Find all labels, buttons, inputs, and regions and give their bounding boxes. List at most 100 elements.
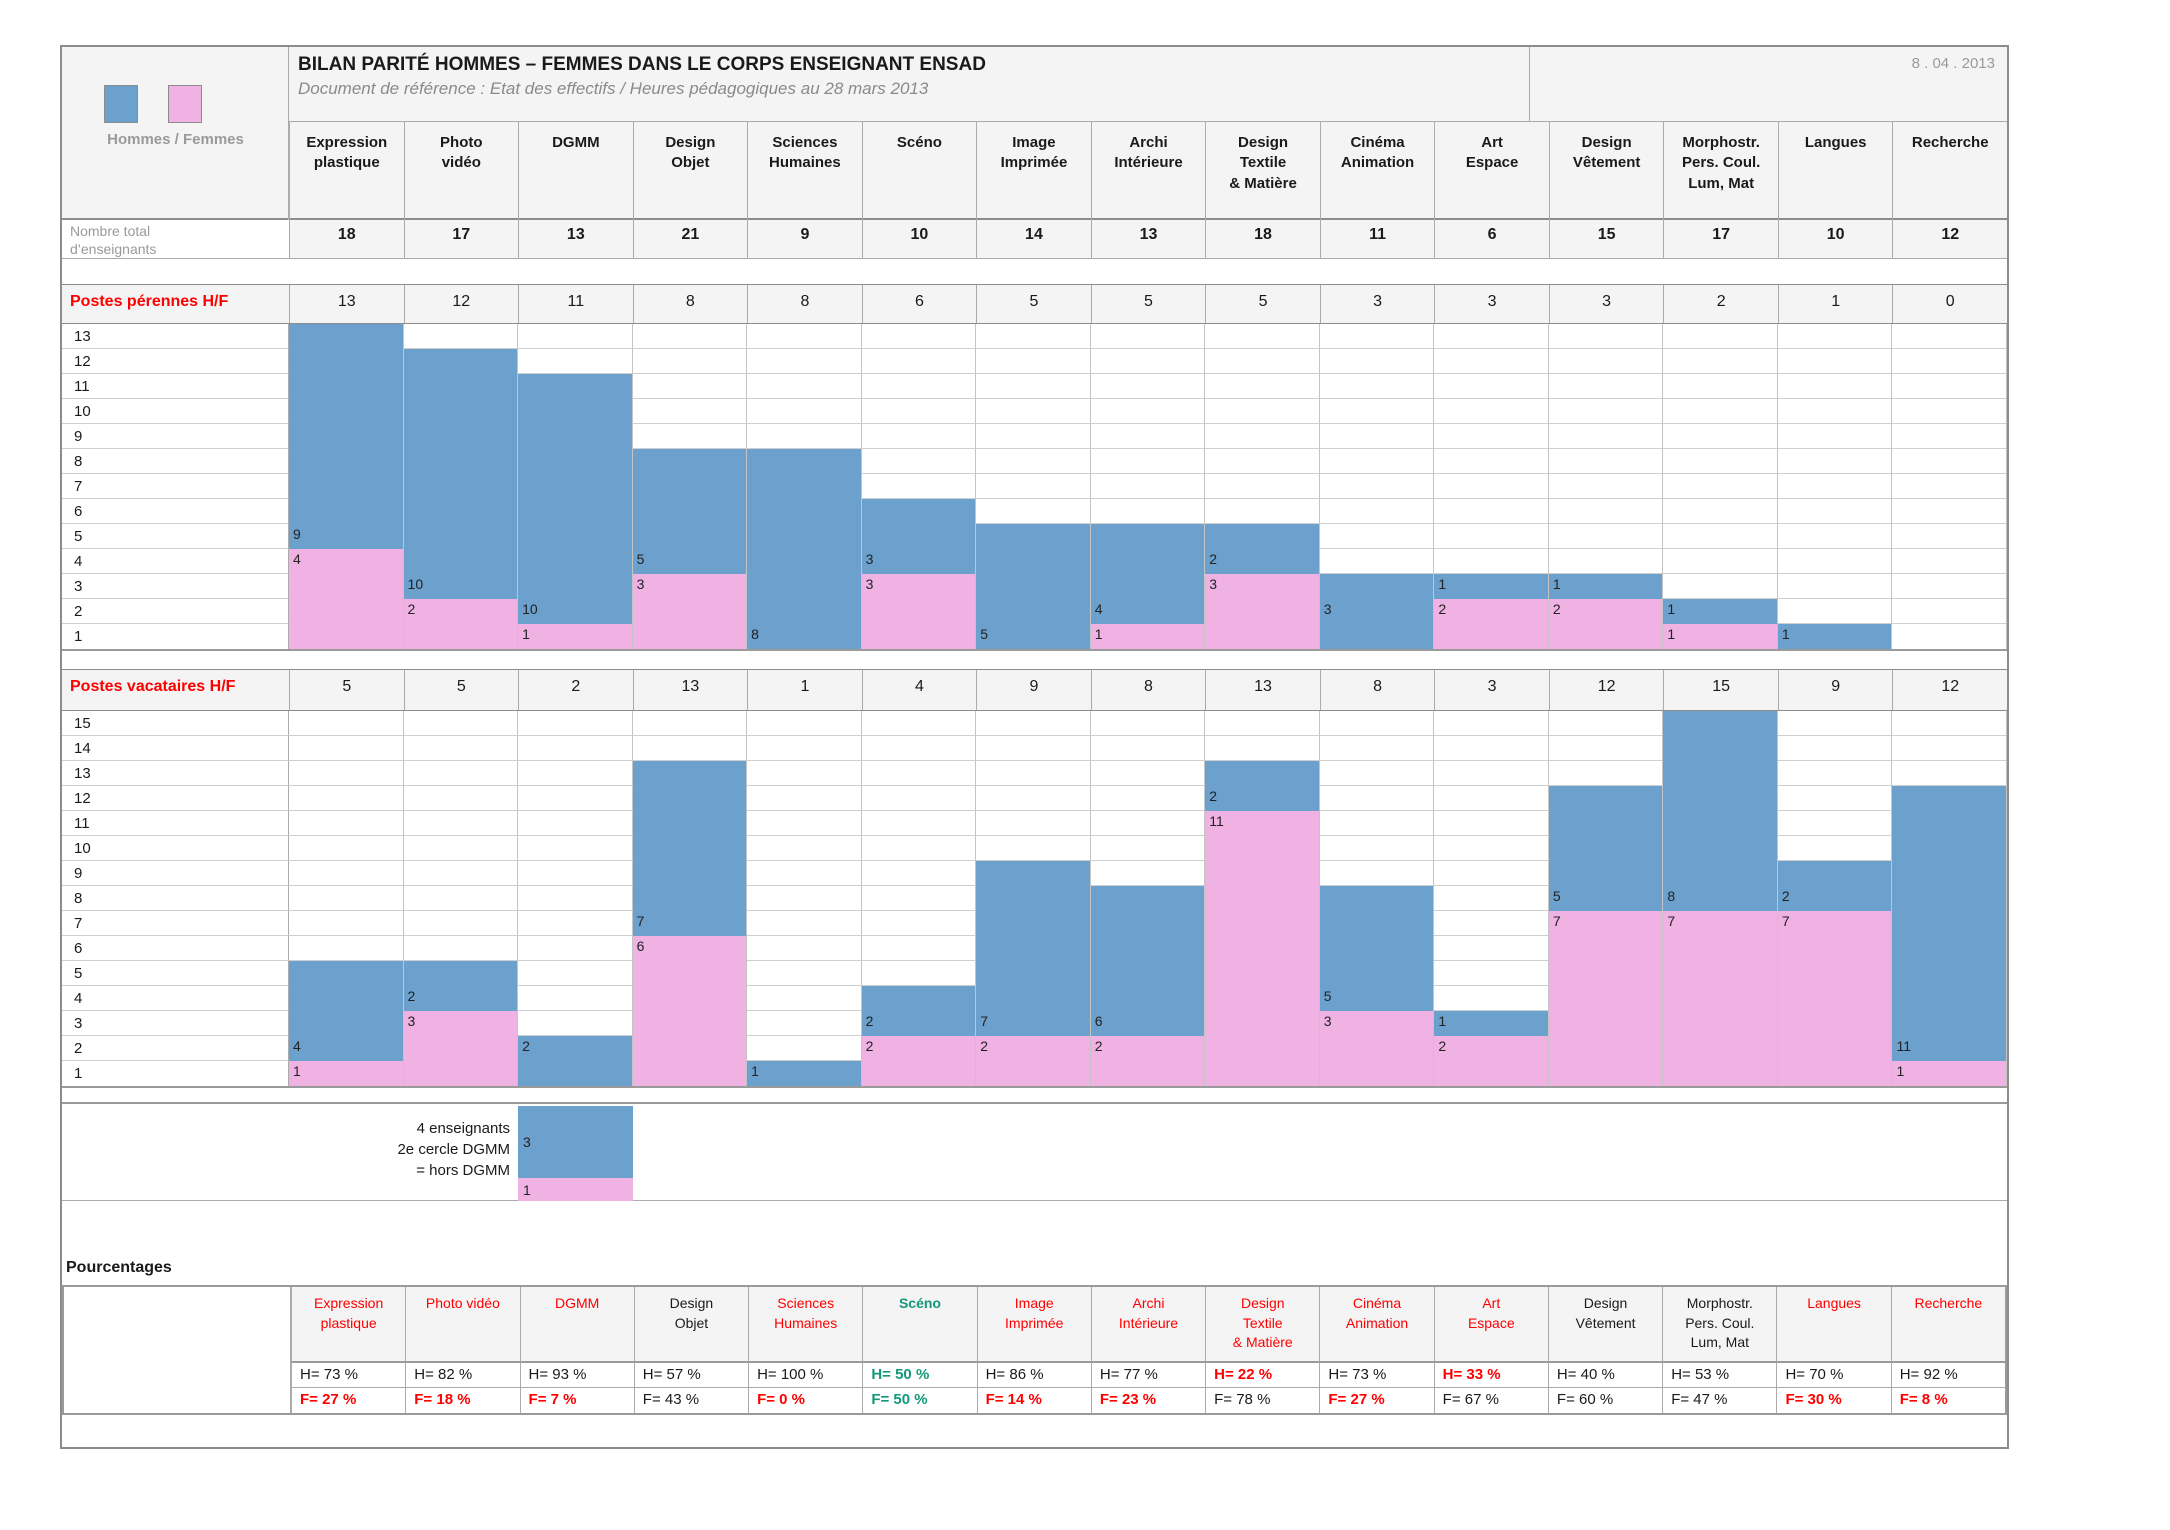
hommes-count-label: 1	[1438, 576, 1447, 592]
chart-cell	[1892, 961, 2007, 986]
total-teachers-value: 10	[1777, 220, 1893, 259]
chart-cell	[1663, 374, 1778, 399]
chart-row-label: 3	[62, 1011, 289, 1036]
column-header-2: Photo vidéo	[403, 122, 519, 220]
chart-cell: 1	[1090, 624, 1206, 649]
femmes-count-label: 4	[293, 551, 301, 567]
chart-cell	[1548, 399, 1664, 424]
chart-cell: 1	[1548, 574, 1664, 599]
vacataires-total-value: 8	[1090, 670, 1206, 710]
chart-cell	[1892, 424, 2007, 449]
hommes-count-label: 9	[293, 526, 301, 542]
femmes-count-label: 6	[636, 938, 645, 954]
chart-cell: 5	[976, 624, 1091, 649]
chart-cell	[632, 424, 748, 449]
chart-cell	[1663, 349, 1778, 374]
chart-row-label: 7	[62, 911, 289, 936]
chart-cell	[1548, 986, 1664, 1011]
chart-cell	[632, 399, 748, 424]
chart-cell	[403, 449, 519, 474]
chart-cell	[518, 399, 633, 424]
chart-cell	[861, 599, 977, 624]
chart-cell	[861, 786, 977, 811]
chart-cell	[1434, 374, 1549, 399]
total-teachers-label: Nombre total d’enseignants	[70, 223, 157, 258]
chart-cell	[861, 624, 977, 649]
hommes-count-label: 7	[636, 913, 645, 929]
chart-cell	[518, 861, 633, 886]
chart-cell	[861, 499, 977, 524]
pct-femmes-value: F= 0 %	[748, 1388, 862, 1413]
chart-cell	[976, 524, 1091, 549]
chart-cell: 2	[1205, 786, 1320, 811]
chart-cell	[976, 986, 1091, 1011]
femmes-count-label: 3	[865, 576, 874, 592]
header-band: Hommes / Femmes BILAN PARITÉ HOMMES – FE…	[62, 47, 2007, 220]
chart-cell	[1090, 711, 1206, 736]
chart-cell	[1319, 811, 1435, 836]
chart-row-label: 9	[62, 861, 289, 886]
chart-cell: 2	[518, 1036, 633, 1061]
chart-cell	[1090, 524, 1206, 549]
chart-cell	[1777, 736, 1893, 761]
vacataires-total-value: 2	[518, 670, 633, 710]
vacataires-total-value: 4	[861, 670, 977, 710]
chart-cell	[976, 861, 1091, 886]
pct-column-header: Photo vidéo	[405, 1287, 520, 1363]
column-header-4: Design Objet	[632, 122, 748, 220]
chart-cell	[1090, 324, 1206, 349]
chart-cell: 5	[1548, 886, 1664, 911]
femmes-count-label: 2	[980, 1038, 988, 1054]
chart-cell	[1090, 786, 1206, 811]
chart-cell	[632, 786, 748, 811]
chart-cell	[1090, 811, 1206, 836]
column-headers: Expression plastique Photo vidéo DGMM Desig…	[289, 122, 2007, 220]
vacataires-total-value: 8	[1319, 670, 1435, 710]
chart-cell	[518, 786, 633, 811]
chart-cell	[976, 574, 1091, 599]
chart-cell	[1892, 736, 2007, 761]
femmes-count-label: 2	[1438, 1038, 1447, 1054]
separator-strip	[62, 1086, 2007, 1104]
chart-cell: 7	[632, 911, 748, 936]
chart-cell	[518, 836, 633, 861]
chart-cell	[1205, 911, 1320, 936]
column-header-14: Langues	[1777, 122, 1893, 220]
chart-cell	[289, 961, 404, 986]
vacataires-total-value: 12	[1892, 670, 2007, 710]
hommes-count-label: 11	[1896, 1038, 1911, 1054]
chart-cell	[1663, 786, 1778, 811]
pct-column-header: Langues	[1776, 1287, 1891, 1363]
chart-cell	[1434, 711, 1549, 736]
chart-cell	[518, 374, 633, 399]
vacataires-total-value: 5	[403, 670, 519, 710]
femmes-count-label: 2	[1094, 1038, 1103, 1054]
chart-cell	[1090, 474, 1206, 499]
perennes-total-value: 5	[976, 285, 1091, 323]
chart-cell	[1548, 786, 1664, 811]
chart-cell	[1205, 449, 1320, 474]
column-header-12: Design Vêtement	[1548, 122, 1664, 220]
perennes-total-value: 5	[1090, 285, 1206, 323]
chart-cell	[1205, 599, 1320, 624]
chart-cell	[747, 499, 862, 524]
hommes-count-label: 1	[1667, 601, 1676, 617]
chart-cell	[1205, 324, 1320, 349]
chart-cell	[518, 936, 633, 961]
column-header-3: DGMM	[518, 122, 633, 220]
pct-hommes-value: H= 70 %	[1776, 1363, 1891, 1388]
pct-column-header: Cinéma Animation	[1319, 1287, 1434, 1363]
chart-cell	[1892, 886, 2007, 911]
perennes-total-value: 3	[1548, 285, 1664, 323]
vacataires-total-value: 15	[1663, 670, 1778, 710]
chart-cell	[1892, 624, 2007, 649]
chart-cell: 2	[1090, 1036, 1206, 1061]
chart-cell	[747, 936, 862, 961]
chart-cell	[632, 1036, 748, 1061]
chart-cell	[1548, 549, 1664, 574]
chart-cell	[1548, 936, 1664, 961]
chart-cell	[747, 736, 862, 761]
chart-cell	[1663, 1036, 1778, 1061]
chart-cell	[403, 549, 519, 574]
chart-cell	[1090, 911, 1206, 936]
